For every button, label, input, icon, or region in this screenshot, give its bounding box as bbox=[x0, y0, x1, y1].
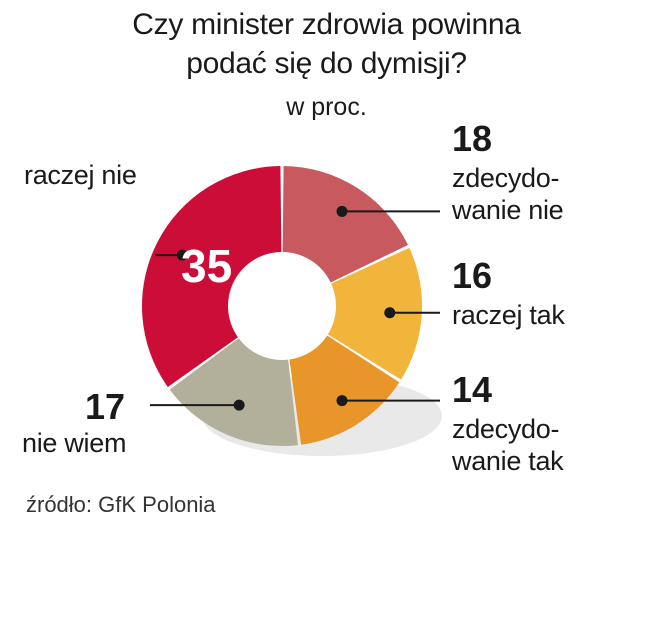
slice-label-raczej-tak: raczej tak bbox=[452, 300, 565, 330]
pie-slice-nie-wiem bbox=[169, 338, 298, 446]
chart-title-line-2: podać się do dymisji? bbox=[186, 47, 467, 80]
pie-slice-zdecydowanie-nie bbox=[282, 166, 408, 283]
pie-slice-zdecydowanie-tak bbox=[289, 335, 400, 445]
leader-dot-raczej-tak bbox=[384, 307, 396, 319]
chart-title-line-1: Czy minister zdrowia powinna bbox=[132, 8, 521, 41]
pie-slice-raczej-tak bbox=[327, 247, 422, 380]
pie-slice-raczej-nie bbox=[142, 166, 282, 387]
slice-label-nie-wiem: nie wiem bbox=[22, 428, 127, 458]
leader-dot-raczej-nie bbox=[176, 249, 188, 261]
slice-label-zdecydowanie-nie-line-1: zdecydo- bbox=[452, 163, 560, 193]
value-label-raczej-tak: 16 bbox=[452, 255, 493, 296]
leader-dot-zdecydowanie-tak bbox=[336, 395, 348, 407]
leader-dot-nie-wiem bbox=[233, 399, 245, 411]
value-label-zdecydowanie-nie: 18 bbox=[452, 118, 493, 159]
slice-label-zdecydowanie-nie-line-2: wanie nie bbox=[452, 195, 564, 225]
value-label-nie-wiem: 17 bbox=[85, 386, 126, 427]
chart-subtitle: w proc. bbox=[286, 93, 367, 121]
value-label-zdecydowanie-tak: 14 bbox=[452, 369, 493, 410]
value-label-raczej-nie: 35 bbox=[181, 240, 233, 292]
source-note: źródło: GfK Polonia bbox=[26, 492, 216, 517]
slice-label-raczej-nie: raczej nie bbox=[24, 160, 137, 190]
slice-label-zdecydowanie-tak-line-2: wanie tak bbox=[452, 446, 564, 476]
slice-label-zdecydowanie-tak-line-1: zdecydo- bbox=[452, 414, 560, 444]
leader-dot-zdecydowanie-nie bbox=[336, 205, 348, 217]
